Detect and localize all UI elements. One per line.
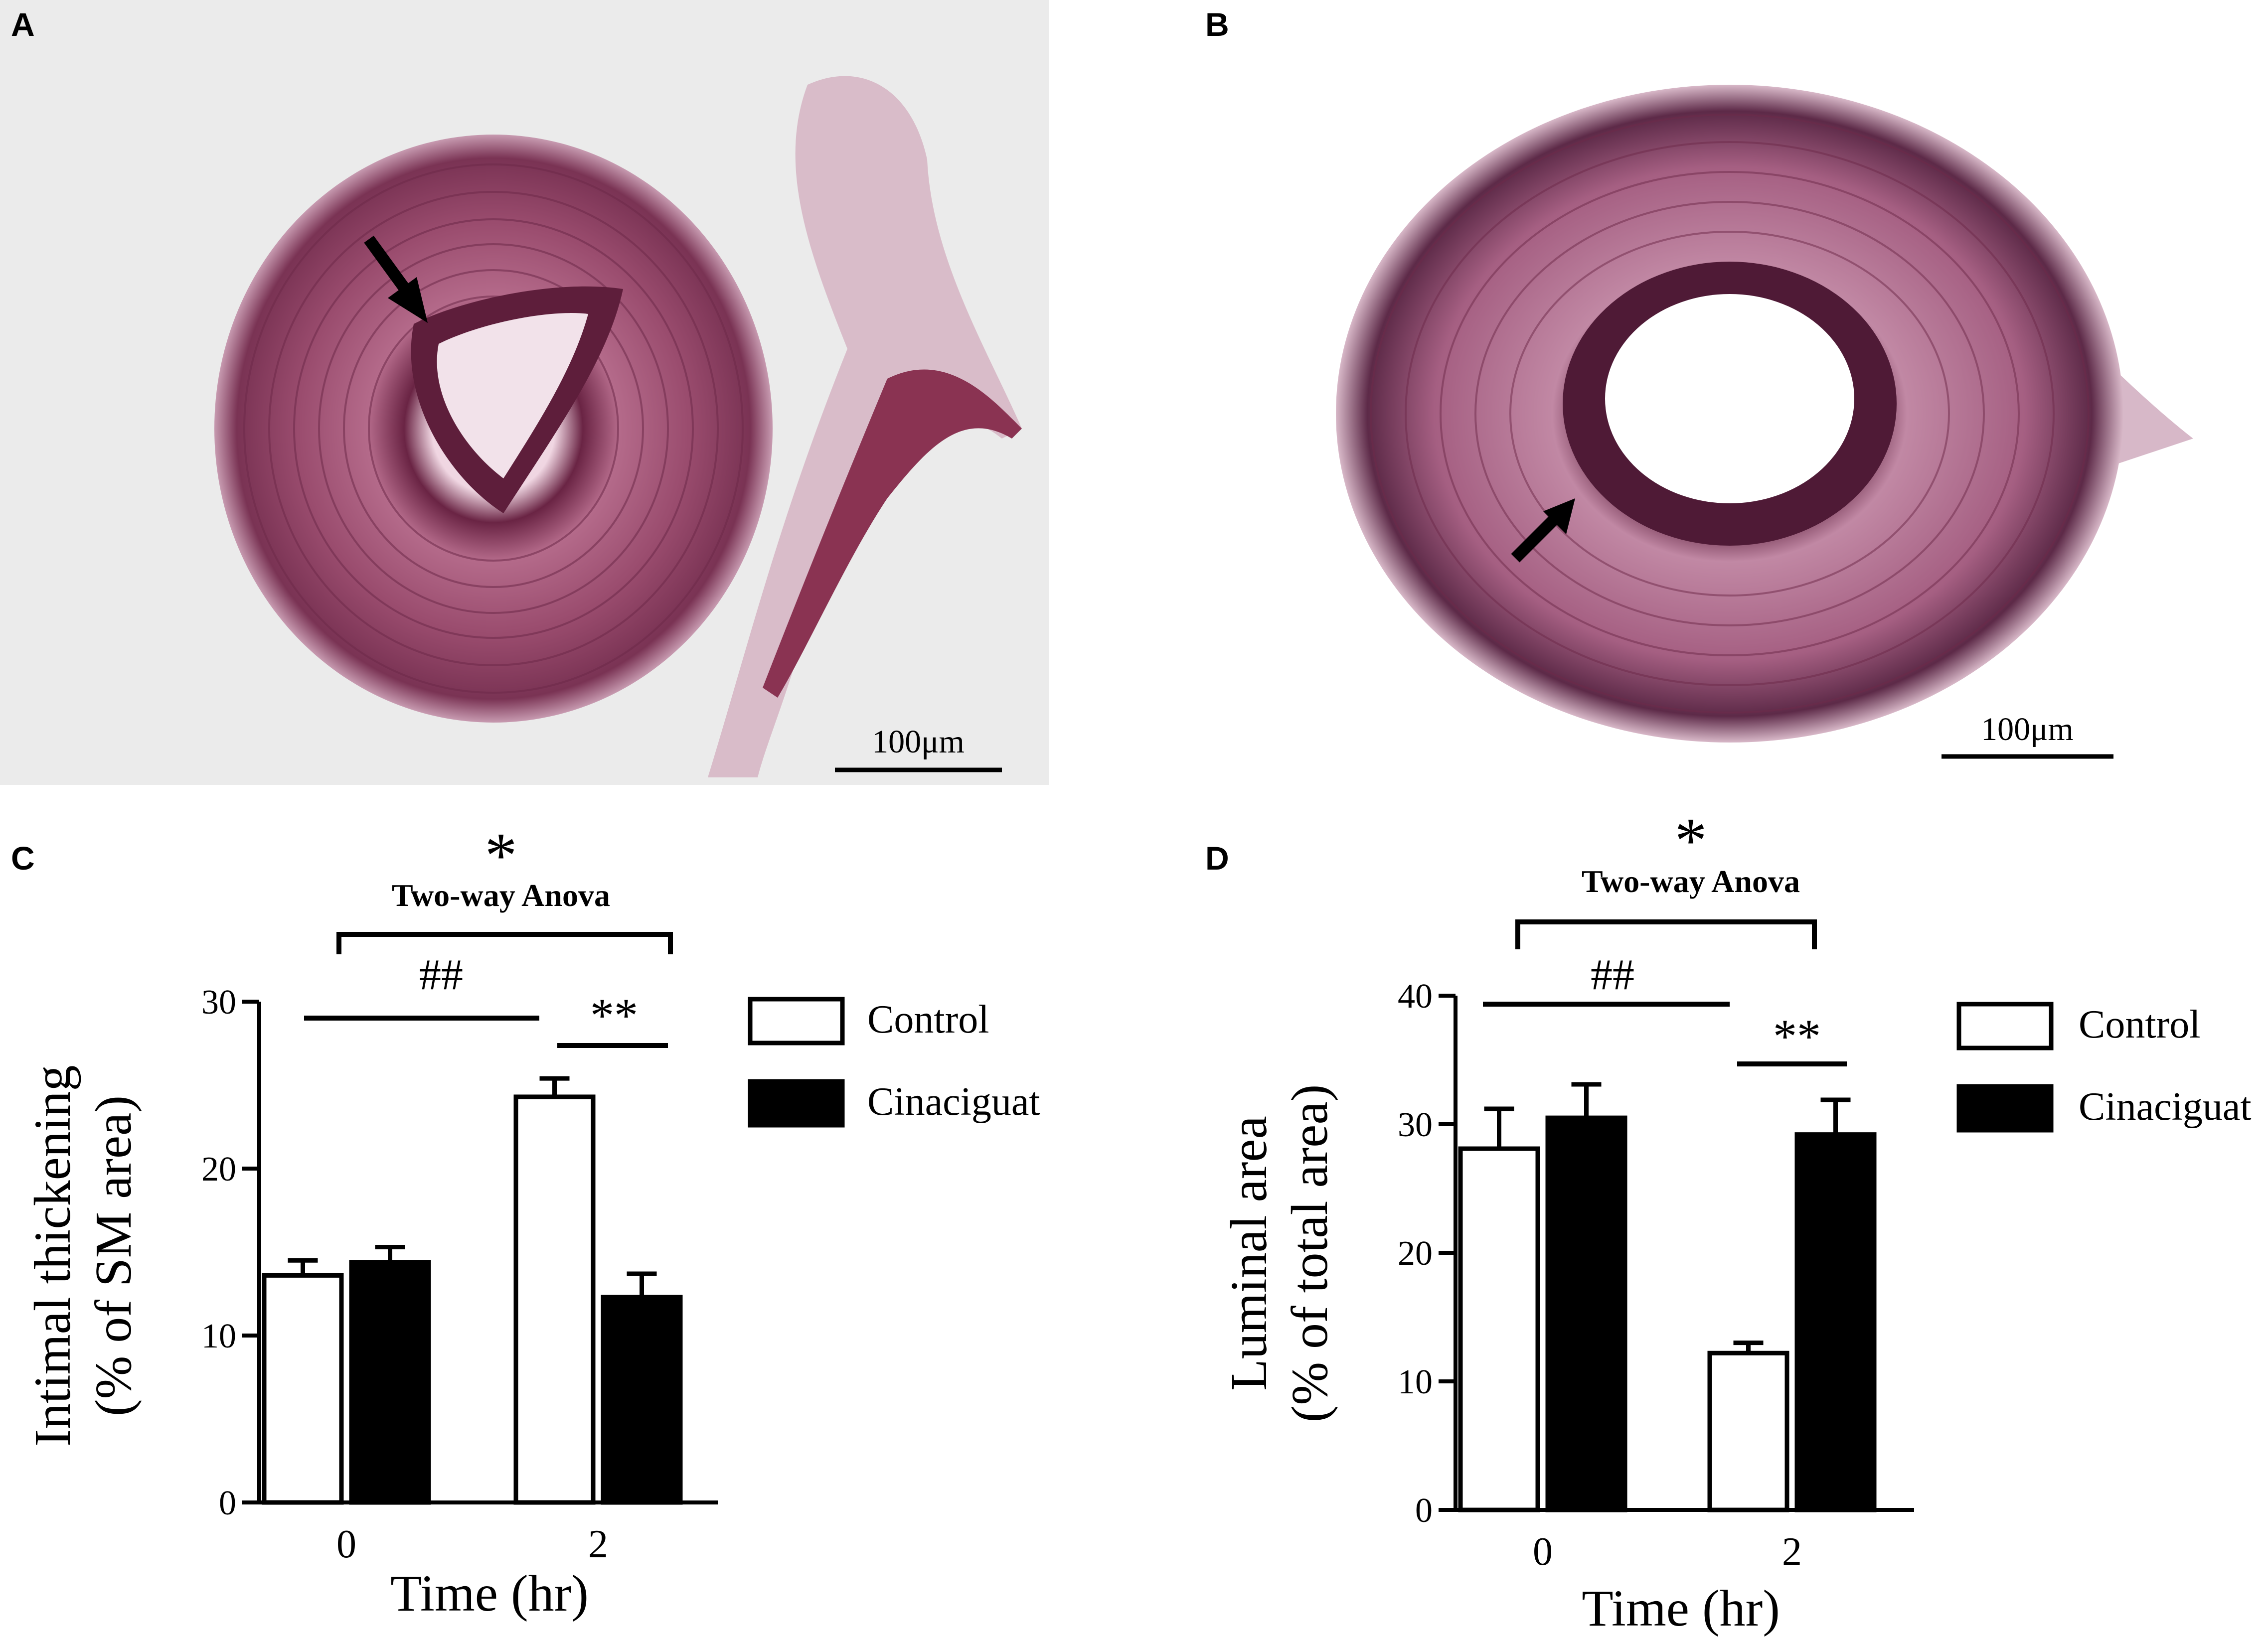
legend-label-cinaciguat: Cinaciguat [867,1080,1040,1124]
y-axis-title-line2: (% of total area) [1281,1084,1338,1423]
x-tick-label: 0 [1533,1530,1553,1574]
legend-swatch-control [748,997,845,1046]
y-tick-label: 40 [1398,977,1433,1016]
anova-label: Two-way Anova [392,878,610,913]
y-tick-label: 30 [1398,1106,1433,1144]
y-tick-label: 20 [201,1150,236,1189]
lumen-a [437,313,588,478]
anova-label: Two-way Anova [1582,864,1800,899]
arrow-icon [1511,498,1575,563]
lumen-b [1605,294,1854,503]
y-tick-label: 0 [219,1484,236,1522]
bar-control [513,1094,596,1505]
bar-cinaciguat [601,1295,683,1505]
bar-cinaciguat [1794,1132,1877,1512]
legend-label-control: Control [867,998,989,1042]
hash-significance-label: ## [419,951,463,999]
panel-label-a: A [11,6,35,43]
legend-swatch-cinaciguat [748,1079,845,1128]
panel-label-c: C [11,840,35,877]
legend: Control Cinaciguat [1956,1002,2252,1133]
y-axis-title-line2: (% of SM area) [85,1095,142,1416]
arrow-icon [364,235,428,323]
x-tick-label: 2 [588,1522,608,1566]
hash-significance-label: ## [1591,951,1634,999]
y-tick-label: 10 [1398,1363,1433,1401]
bar-control [1707,1350,1789,1512]
scale-bar-label-a: 100μm [872,724,965,760]
y-axis-title-line1: Intimal thickening [24,1065,81,1446]
panel-label-b: B [1205,6,1229,43]
panel-label-d: D [1205,840,1229,877]
x-axis-title: Time (hr) [390,1565,589,1622]
double-star-label: ** [590,989,638,1042]
y-tick-label: 10 [201,1317,236,1355]
legend: Control Cinaciguat [748,997,1040,1128]
adjacent-tissue-a [708,76,1022,777]
adjacent-vessel-a [763,369,1022,698]
wall-rings-a [243,163,744,694]
bar-cinaciguat [1545,1115,1627,1512]
anova-significance-star: * [1675,805,1707,877]
legend-label-cinaciguat: Cinaciguat [2079,1085,2252,1129]
y-axis-title-line1: Luminal area [1220,1116,1278,1390]
chart-d: 0 10 20 30 40 0 2 Time (hr) Luminal area (% o… [1220,805,2252,1637]
micrograph-b: 100μm [1211,0,2268,785]
x-tick-label: 0 [336,1522,356,1566]
double-star-label: ** [1773,1010,1821,1063]
y-tick-label: 20 [1398,1234,1433,1273]
scale-bar-label-b: 100μm [1981,711,2074,747]
bar-cinaciguat [349,1260,431,1505]
anova-bracket [1515,919,1817,949]
x-axis-title: Time (hr) [1582,1580,1780,1637]
bar-control [1458,1146,1540,1512]
y-tick-label: 0 [1415,1492,1433,1530]
legend-swatch-control [1956,1002,2054,1050]
wall-rings-b [1370,114,2090,714]
y-tick-label: 30 [201,983,236,1022]
x-tick-label: 2 [1782,1530,1802,1574]
legend-label-control: Control [2079,1003,2200,1046]
micrograph-a: 100μm [0,0,1049,785]
legend-swatch-cinaciguat [1956,1084,2054,1133]
anova-bracket [336,932,673,954]
anova-significance-star: * [485,820,517,892]
bar-control [262,1273,344,1505]
